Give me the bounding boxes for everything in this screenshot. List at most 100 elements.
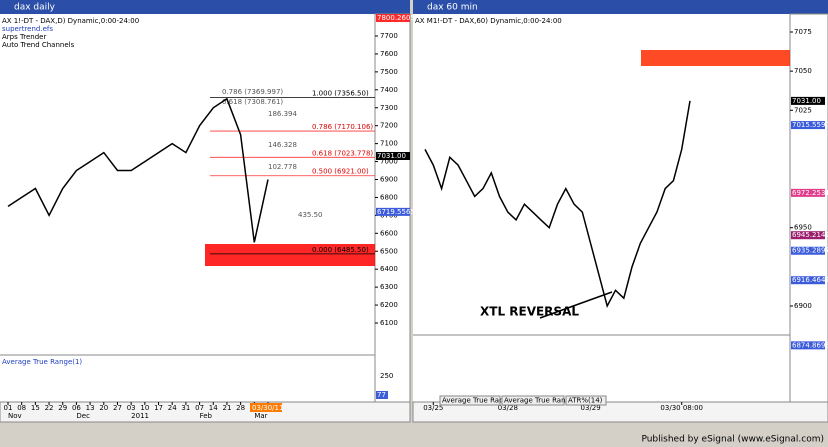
month-label: 2011 bbox=[131, 412, 149, 420]
chart-header: AX M1!-DT - DAX,60) Dynamic,0:00-24:00 bbox=[415, 17, 562, 25]
price-marker bbox=[376, 152, 410, 161]
x-tick-label: 03/28 bbox=[498, 404, 518, 412]
y-tick-label: 6200 bbox=[380, 301, 398, 309]
pane-title: Average True Range(1) bbox=[2, 358, 82, 366]
fib-label: 0.618 (7023.778) bbox=[312, 149, 373, 157]
x-tick-label: 07 bbox=[195, 404, 204, 412]
x-tick-label: 22 bbox=[45, 404, 54, 412]
y-tick-label: 7200 bbox=[380, 122, 398, 130]
price-marker-label: 6972.2531 bbox=[792, 189, 828, 197]
price-marker-label: 6935.2897 bbox=[792, 247, 828, 255]
y-tick-label: 6950 bbox=[794, 224, 812, 232]
x-tick-label: 31 bbox=[181, 404, 190, 412]
x-tick-label: 24 bbox=[168, 404, 177, 412]
annotation: 186.394 bbox=[268, 110, 297, 118]
x-tick-label: 13 bbox=[86, 404, 95, 412]
price-marker-label: 6916.4642 bbox=[792, 276, 828, 284]
pane-tab[interactable] bbox=[565, 395, 607, 406]
indicator-label: Arps Trender bbox=[2, 33, 46, 41]
date-box-label: 03/30/11 bbox=[252, 404, 283, 412]
month-label: Mar bbox=[254, 412, 267, 420]
month-label: Feb bbox=[200, 412, 213, 420]
price-line bbox=[7, 97, 269, 243]
x-tick-label: 10 bbox=[140, 404, 149, 412]
x-tick-label: 17 bbox=[154, 404, 163, 412]
price-marker bbox=[376, 14, 410, 23]
price-marker bbox=[791, 341, 825, 350]
x-tick-label: 01 bbox=[4, 404, 13, 412]
price-marker bbox=[376, 207, 410, 216]
x-tick-label: 20 bbox=[99, 404, 108, 412]
y-tick-label: 7100 bbox=[380, 140, 398, 148]
y-tick-label: 6100 bbox=[380, 319, 398, 327]
price-marker bbox=[791, 96, 825, 105]
price-marker-label: 6874.8695 bbox=[792, 341, 828, 349]
price-marker-label: 6945.2142 bbox=[792, 231, 828, 239]
price-marker bbox=[791, 188, 825, 197]
pane-tab[interactable] bbox=[501, 395, 565, 406]
price-marker bbox=[791, 246, 825, 255]
pane-tab-label[interactable]: Average True Range(14) bbox=[504, 397, 589, 405]
price-line bbox=[424, 100, 691, 309]
pane-tab[interactable] bbox=[439, 395, 501, 406]
annotation: 146.328 bbox=[268, 141, 297, 149]
x-tick-label: 21 bbox=[222, 404, 231, 412]
pane-marker-label: 77 bbox=[377, 391, 386, 399]
y-tick-label: 7700 bbox=[380, 32, 398, 40]
price-marker-label: 7015.5590 bbox=[792, 121, 828, 129]
y-tick-label: 6900 bbox=[794, 302, 812, 310]
annotation: XTL REVERSAL bbox=[480, 305, 579, 319]
x-tick-label: 28 bbox=[236, 404, 245, 412]
price-marker-label: 7800.2605 bbox=[377, 14, 415, 22]
fib-label: 0.500 (6921.00) bbox=[312, 168, 369, 176]
y-tick-label: 7400 bbox=[380, 86, 398, 94]
pane-tab-label[interactable]: Average True Range(1) bbox=[442, 397, 522, 405]
x-tick-label: 27 bbox=[113, 404, 122, 412]
y-tick-label: 6900 bbox=[380, 176, 398, 184]
x-tick-label: 08 bbox=[17, 404, 26, 412]
price-marker-label: 7031.00 bbox=[792, 97, 821, 105]
pane-tick: 250 bbox=[380, 372, 393, 380]
month-label: Nov bbox=[8, 412, 22, 420]
x-tick-label: 29 bbox=[58, 404, 67, 412]
x-tick-label: 03/30 08:00 bbox=[660, 404, 703, 412]
y-tick-label: 7025 bbox=[794, 106, 812, 114]
y-tick-label: 7600 bbox=[380, 50, 398, 58]
y-tick-label: 7050 bbox=[794, 67, 812, 75]
annotation: 0.618 (7308.761) bbox=[222, 98, 283, 106]
y-tick-label: 7000 bbox=[380, 158, 398, 166]
x-tick-label: 14 bbox=[209, 404, 218, 412]
price-marker bbox=[791, 276, 825, 285]
y-tick-label: 7075 bbox=[794, 28, 812, 36]
price-marker-label: 6719.5565 bbox=[377, 208, 415, 216]
price-marker-label: 7031.00 bbox=[377, 152, 406, 160]
chart-header: AX 1!-DT - DAX,D) Dynamic,0:00-24:00 bbox=[2, 17, 139, 25]
price-marker bbox=[791, 231, 825, 240]
fib-label: 0.786 (7170.106) bbox=[312, 123, 373, 131]
x-tick-label: 03/25 bbox=[423, 404, 443, 412]
date-box bbox=[250, 403, 282, 412]
footer: Published by eSignal (www.eSignal.com) bbox=[641, 435, 824, 445]
x-tick-label: 15 bbox=[31, 404, 40, 412]
month-label: Dec bbox=[76, 412, 90, 420]
y-tick-label: 6600 bbox=[380, 229, 398, 237]
indicator-label: supertrend.efs bbox=[2, 25, 53, 33]
price-marker bbox=[791, 121, 825, 130]
pane-tab-label[interactable]: ATR%(14) bbox=[568, 397, 603, 405]
y-tick-label: 6300 bbox=[380, 283, 398, 291]
window-title[interactable]: dax 60 min bbox=[427, 3, 478, 13]
annotation: 102.778 bbox=[268, 163, 297, 171]
fib-label: 1.000 (7356.50) bbox=[312, 90, 369, 98]
y-tick-label: 6500 bbox=[380, 247, 398, 255]
pane-marker bbox=[376, 391, 388, 399]
x-tick-label: 06 bbox=[72, 404, 81, 412]
y-tick-label: 6400 bbox=[380, 265, 398, 273]
x-tick-label: 03/29 bbox=[581, 404, 601, 412]
annotation: 435.50 bbox=[298, 211, 323, 219]
fib-label: 0.000 (6485.50) bbox=[312, 246, 369, 254]
y-tick-label: 7300 bbox=[380, 104, 398, 112]
window-title[interactable]: dax daily bbox=[14, 3, 56, 13]
indicator-label: Auto Trend Channels bbox=[2, 41, 75, 49]
y-tick-label: 7500 bbox=[380, 68, 398, 76]
